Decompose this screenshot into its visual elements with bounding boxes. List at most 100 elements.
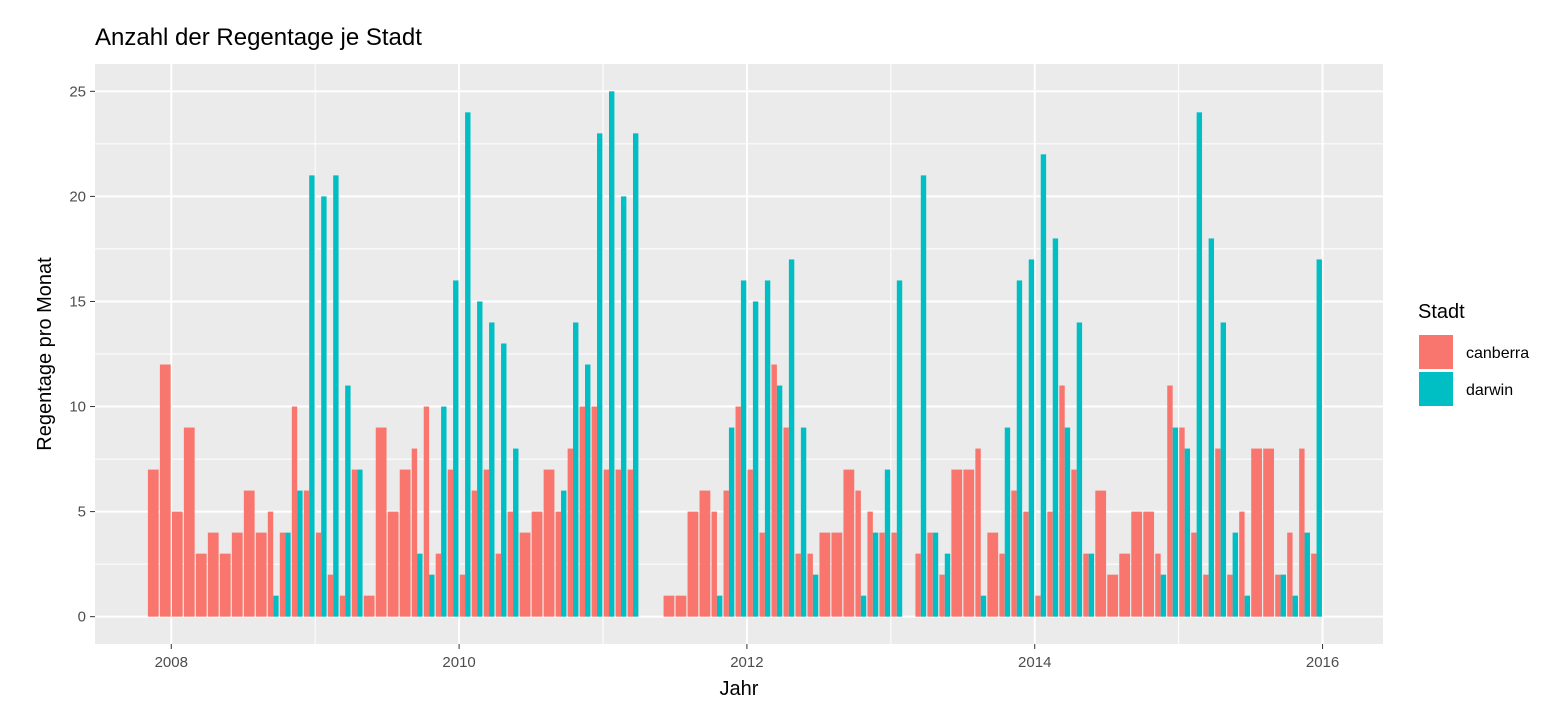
bar-darwin-2012-03 bbox=[776, 385, 783, 617]
bar-darwin-2015-05 bbox=[1232, 532, 1239, 617]
bar-canberra-2008-03 bbox=[195, 553, 207, 617]
bar-darwin-2010-10 bbox=[573, 322, 579, 617]
bar-canberra-2009-04 bbox=[351, 469, 358, 617]
bar-canberra-2011-02 bbox=[615, 469, 621, 617]
bar-canberra-2014-06 bbox=[1095, 490, 1107, 617]
bar-canberra-2010-05 bbox=[507, 511, 514, 617]
bar-canberra-2009-09 bbox=[411, 448, 418, 617]
bar-darwin-2010-11 bbox=[585, 364, 591, 617]
bar-canberra-2015-01 bbox=[1179, 427, 1185, 617]
y-axis: 0 5 10 15 20 25 bbox=[69, 83, 95, 626]
bar-canberra-2013-01 bbox=[891, 532, 897, 617]
bar-darwin-2014-01 bbox=[1040, 154, 1047, 617]
bar-canberra-2014-02 bbox=[1047, 511, 1053, 617]
bar-darwin-2015-10 bbox=[1292, 595, 1298, 617]
bar-darwin-2009-04 bbox=[357, 469, 363, 617]
bar-canberra-2010-01 bbox=[459, 574, 466, 617]
x-tick-label: 2012 bbox=[730, 654, 763, 671]
bar-canberra-2008-11 bbox=[291, 406, 298, 617]
bar-canberra-2012-01 bbox=[747, 469, 753, 617]
bar-darwin-2013-10 bbox=[1004, 427, 1011, 617]
bar-canberra-2010-07 bbox=[531, 511, 543, 617]
bar-darwin-2012-05 bbox=[800, 427, 807, 617]
bar-darwin-2012-12 bbox=[884, 469, 891, 617]
x-tick-label: 2014 bbox=[1018, 654, 1051, 671]
bar-canberra-2009-07 bbox=[387, 511, 399, 617]
bar-canberra-2008-06 bbox=[231, 532, 243, 617]
bar-canberra-2014-03 bbox=[1059, 385, 1065, 617]
bar-darwin-2012-06 bbox=[812, 574, 819, 617]
bar-canberra-2008-04 bbox=[207, 532, 219, 617]
bar-canberra-2011-10 bbox=[711, 511, 717, 617]
bar-canberra-2015-03 bbox=[1203, 574, 1209, 617]
bar-darwin-2011-03 bbox=[632, 133, 639, 617]
bar-darwin-2008-11 bbox=[297, 490, 303, 617]
bar-canberra-2014-12 bbox=[1167, 385, 1173, 617]
bar-canberra-2013-05 bbox=[939, 574, 945, 617]
bar-canberra-2015-05 bbox=[1227, 574, 1233, 617]
bar-canberra-2013-07 bbox=[963, 469, 975, 617]
bar-canberra-2012-05 bbox=[795, 553, 801, 617]
bar-canberra-2007-12 bbox=[159, 364, 171, 617]
bar-darwin-2011-12 bbox=[740, 280, 747, 617]
y-axis-title: Regentage pro Monat bbox=[34, 257, 56, 451]
bar-canberra-2010-04 bbox=[495, 553, 502, 617]
bar-canberra-2010-03 bbox=[483, 469, 490, 617]
bar-canberra-2009-08 bbox=[399, 469, 411, 617]
bar-darwin-2010-02 bbox=[477, 301, 483, 617]
bar-canberra-2014-08 bbox=[1119, 553, 1131, 617]
bar-darwin-2014-05 bbox=[1088, 553, 1095, 617]
bar-darwin-2009-12 bbox=[453, 280, 459, 617]
bar-darwin-2015-03 bbox=[1208, 238, 1215, 617]
bar-canberra-2011-08 bbox=[687, 511, 699, 617]
bar-darwin-2015-04 bbox=[1220, 322, 1227, 617]
bar-darwin-2013-08 bbox=[980, 595, 987, 617]
bar-darwin-2014-12 bbox=[1172, 427, 1179, 617]
bar-darwin-2008-12 bbox=[309, 175, 315, 617]
bar-darwin-2009-02 bbox=[333, 175, 339, 617]
bar-darwin-2009-01 bbox=[321, 196, 327, 617]
bar-darwin-2010-03 bbox=[489, 322, 495, 617]
bar-canberra-2011-07 bbox=[675, 595, 687, 617]
bar-canberra-2008-01 bbox=[171, 511, 183, 617]
bar-canberra-2009-05 bbox=[363, 595, 375, 617]
bar-canberra-2011-06 bbox=[663, 595, 675, 617]
bar-canberra-2012-06 bbox=[807, 553, 813, 617]
bar-canberra-2015-04 bbox=[1215, 448, 1221, 617]
bar-darwin-2015-11 bbox=[1304, 532, 1310, 617]
bar-canberra-2008-08 bbox=[255, 532, 267, 617]
bar-darwin-2013-12 bbox=[1028, 259, 1035, 617]
bar-darwin-2012-04 bbox=[788, 259, 795, 617]
bar-darwin-2015-02 bbox=[1196, 112, 1203, 617]
bar-canberra-2015-08 bbox=[1263, 448, 1274, 617]
bar-darwin-2010-04 bbox=[501, 343, 507, 617]
bar-darwin-2009-10 bbox=[429, 574, 435, 617]
y-tick-label: 20 bbox=[69, 188, 86, 205]
bar-canberra-2014-10 bbox=[1143, 511, 1155, 617]
bar-canberra-2013-11 bbox=[1011, 490, 1017, 617]
bar-darwin-2013-11 bbox=[1016, 280, 1023, 617]
bar-canberra-2010-08 bbox=[543, 469, 555, 617]
bar-darwin-2015-01 bbox=[1184, 448, 1191, 617]
y-tick-label: 10 bbox=[69, 399, 86, 416]
bar-darwin-2014-02 bbox=[1052, 238, 1059, 617]
bar-canberra-2015-11 bbox=[1299, 448, 1305, 617]
bar-canberra-2009-02 bbox=[327, 574, 334, 617]
bar-canberra-2012-07 bbox=[819, 532, 831, 617]
bar-darwin-2010-09 bbox=[561, 490, 567, 617]
bar-canberra-2009-03 bbox=[339, 595, 346, 617]
bar-canberra-2007-11 bbox=[147, 469, 159, 617]
chart-title: Anzahl der Regentage je Stadt bbox=[95, 24, 422, 51]
bar-canberra-2010-10 bbox=[567, 448, 574, 617]
bar-canberra-2012-10 bbox=[855, 490, 861, 617]
bar-canberra-2011-12 bbox=[735, 406, 741, 617]
bar-darwin-2008-10 bbox=[285, 532, 291, 617]
bar-canberra-2009-11 bbox=[435, 553, 442, 617]
bar-darwin-2009-03 bbox=[345, 385, 351, 617]
bar-darwin-2015-06 bbox=[1244, 595, 1251, 617]
bar-darwin-2009-11 bbox=[441, 406, 447, 617]
bar-canberra-2012-04 bbox=[783, 427, 789, 617]
bar-canberra-2014-04 bbox=[1071, 469, 1077, 617]
bar-canberra-2009-10 bbox=[423, 406, 430, 617]
